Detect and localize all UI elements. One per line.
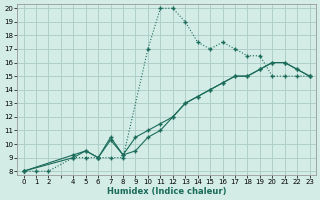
X-axis label: Humidex (Indice chaleur): Humidex (Indice chaleur) xyxy=(107,187,226,196)
